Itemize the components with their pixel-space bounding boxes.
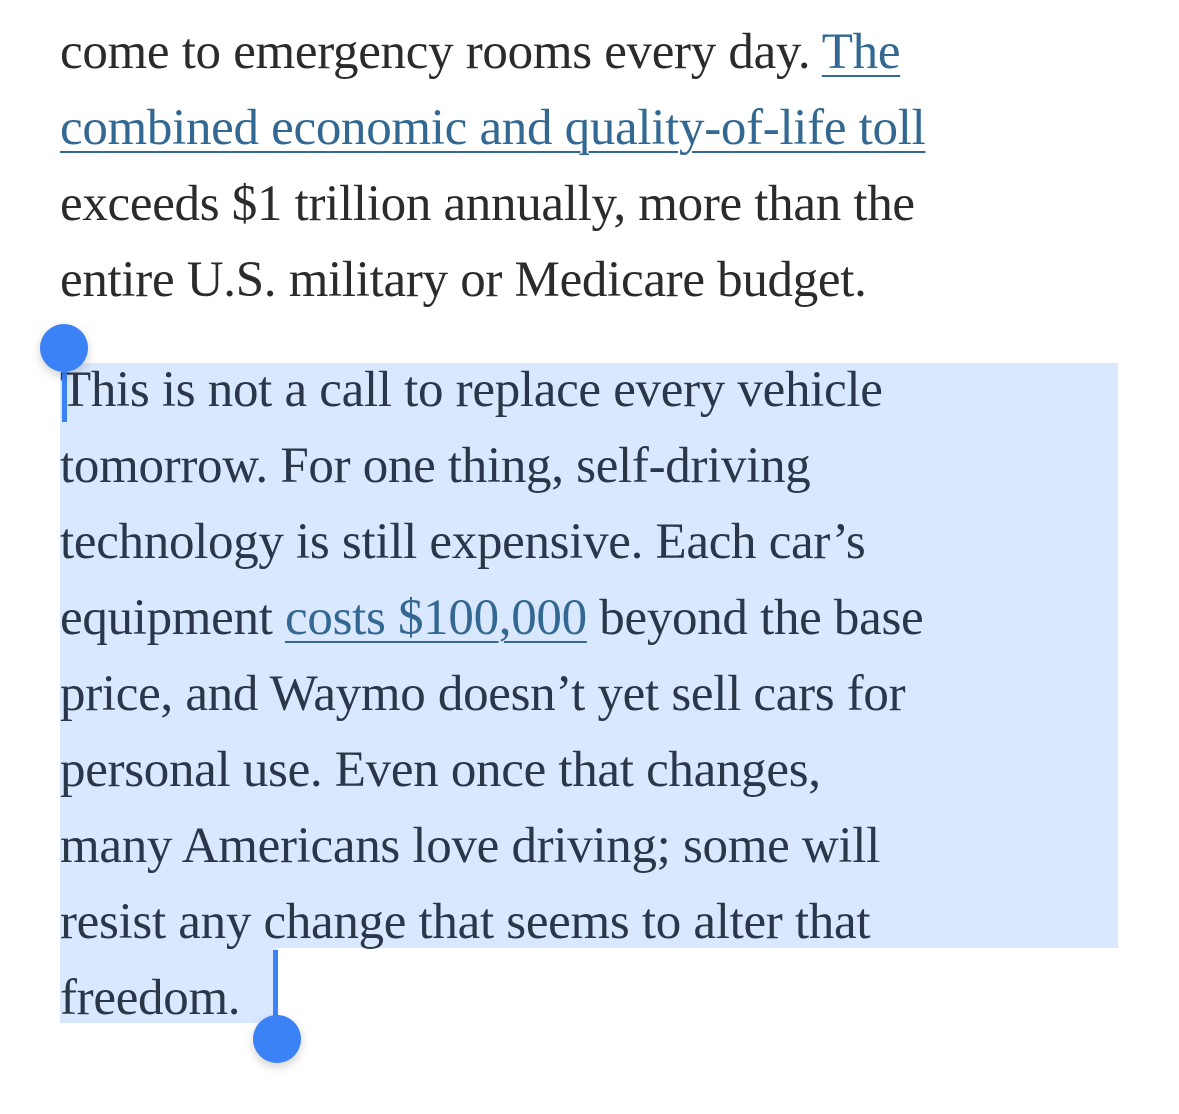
paragraph-line: personal use. Even once that changes, bbox=[60, 742, 821, 798]
toll-link[interactable]: The bbox=[821, 24, 901, 80]
paragraph-line: exceeds $1 trillion annually, more than … bbox=[60, 176, 915, 232]
paragraph-line: technology is still expensive. Each car’… bbox=[60, 514, 866, 570]
selection-start-handle[interactable] bbox=[40, 324, 88, 372]
paragraph-line: resist any change that seems to alter th… bbox=[60, 894, 871, 950]
costs-link[interactable]: costs $100,000 bbox=[285, 590, 587, 646]
paragraph-line: entire U.S. military or Medicare budget. bbox=[60, 252, 867, 308]
paragraph-line: combined economic and quality-of-life to… bbox=[60, 90, 926, 166]
paragraph-text: beyond the base bbox=[586, 590, 924, 646]
paragraph-line: freedom. bbox=[60, 970, 241, 1026]
paragraph-line: This is not a call to replace every vehi… bbox=[60, 362, 883, 418]
text-selection-highlight bbox=[60, 363, 1118, 948]
paragraph-line: tomorrow. For one thing, self-driving bbox=[60, 438, 811, 494]
selection-start-caret bbox=[62, 350, 67, 422]
paragraph-line: price, and Waymo doesn’t yet sell cars f… bbox=[60, 666, 906, 722]
selection-end-handle[interactable] bbox=[253, 1015, 301, 1063]
paragraph-text: come to emergency rooms every day. bbox=[60, 24, 822, 80]
paragraph-text: equipment bbox=[60, 590, 286, 646]
paragraph-line: equipment costs $100,000 beyond the base bbox=[60, 580, 924, 656]
selection-end-caret bbox=[273, 950, 278, 1040]
toll-link-continued[interactable]: combined economic and quality-of-life to… bbox=[60, 100, 926, 156]
paragraph-line: come to emergency rooms every day. The bbox=[60, 14, 900, 90]
paragraph-line: many Americans love driving; some will bbox=[60, 818, 881, 874]
text-selection-highlight-last-line bbox=[60, 948, 277, 1023]
